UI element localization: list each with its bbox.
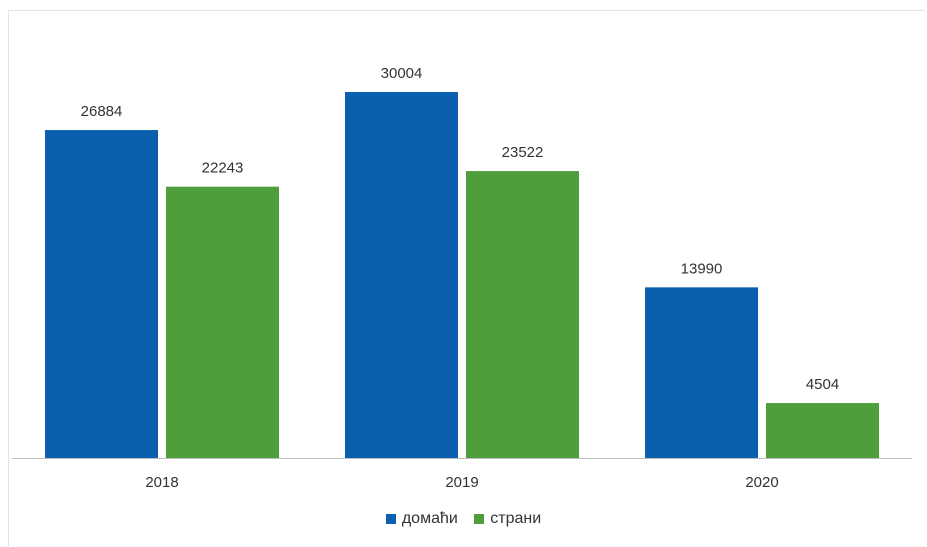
x-tick-label-2019: 2019 — [445, 474, 478, 491]
legend-item-series-0: домаћи — [385, 510, 458, 528]
data-label-2018-series-0: 26884 — [81, 103, 123, 120]
data-label-2019-series-0: 30004 — [381, 65, 423, 82]
legend-swatch-series-1 — [474, 514, 485, 524]
data-label-2020-series-1: 4504 — [806, 376, 839, 393]
legend-swatch-series-0 — [385, 514, 396, 524]
data-label-2018-series-1: 22243 — [202, 160, 244, 177]
chart-frame — [8, 10, 925, 546]
legend-label-series-1: страни — [490, 510, 542, 527]
legend: домаћи страни — [0, 510, 927, 529]
bars-group — [45, 92, 879, 458]
bar-2020-series-0 — [645, 287, 758, 458]
bar-2018-series-1 — [166, 186, 279, 458]
data-labels-group: 26884 22243 30004 23522 13990 4504 — [81, 65, 840, 393]
x-tick-label-2018: 2018 — [145, 474, 178, 491]
bar-2019-series-1 — [466, 171, 579, 458]
bar-2018-series-0 — [45, 130, 158, 458]
legend-item-series-1: страни — [474, 510, 541, 528]
bar-2019-series-0 — [345, 92, 458, 458]
x-tick-label-2020: 2020 — [745, 474, 778, 491]
legend-label-series-0: домаћи — [401, 510, 458, 527]
x-tick-labels-group: 2018 2019 2020 — [145, 474, 778, 491]
bar-2020-series-1 — [766, 403, 879, 458]
data-label-2020-series-0: 13990 — [681, 260, 723, 277]
data-label-2019-series-1: 23522 — [502, 144, 544, 161]
